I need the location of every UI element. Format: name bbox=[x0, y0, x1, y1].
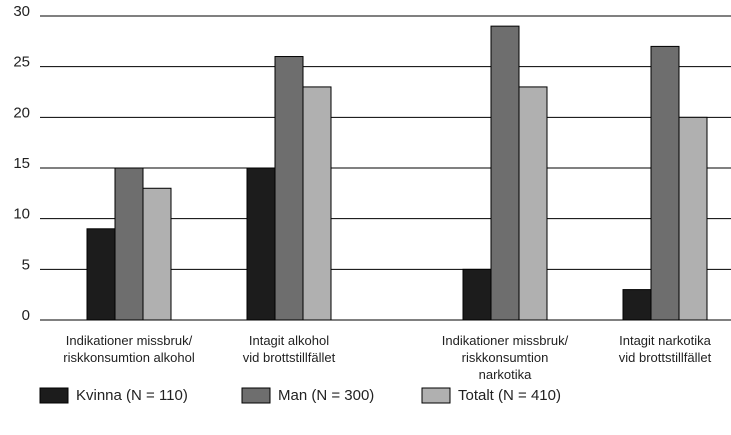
legend-label: Kvinna (N = 110) bbox=[76, 387, 188, 404]
x-tick-label: Indikationer missbruk/ riskkonsumtion al… bbox=[63, 333, 195, 365]
bar bbox=[462, 268, 492, 321]
bar bbox=[678, 116, 708, 321]
legend-label: Man (N = 300) bbox=[278, 387, 374, 404]
bar bbox=[114, 167, 144, 321]
legend-swatch bbox=[39, 387, 69, 404]
bar bbox=[246, 167, 276, 321]
y-tick-label: 5 bbox=[22, 256, 30, 273]
bar bbox=[518, 86, 548, 321]
bar bbox=[274, 56, 304, 321]
bar bbox=[302, 86, 332, 321]
bar bbox=[622, 289, 652, 321]
legend-swatch bbox=[421, 387, 451, 404]
y-tick-label: 30 bbox=[13, 3, 30, 20]
bar bbox=[490, 25, 520, 321]
bar bbox=[86, 228, 116, 321]
x-tick-label: Intagit alkohol vid brottstillfället bbox=[242, 333, 336, 365]
bar bbox=[142, 187, 172, 321]
x-tick-label: Intagit narkotika vid brottstillfället bbox=[618, 333, 712, 365]
y-tick-label: 0 bbox=[22, 307, 30, 324]
legend-swatch bbox=[241, 387, 271, 404]
legend-label: Totalt (N = 410) bbox=[458, 387, 561, 404]
y-tick-label: 20 bbox=[13, 104, 30, 121]
x-tick-label: Indikationer missbruk/ riskkonsumtion na… bbox=[441, 333, 569, 382]
y-tick-label: 10 bbox=[13, 206, 30, 223]
y-tick-label: 15 bbox=[13, 155, 30, 172]
bar bbox=[650, 45, 680, 321]
y-tick-label: 25 bbox=[13, 54, 30, 71]
